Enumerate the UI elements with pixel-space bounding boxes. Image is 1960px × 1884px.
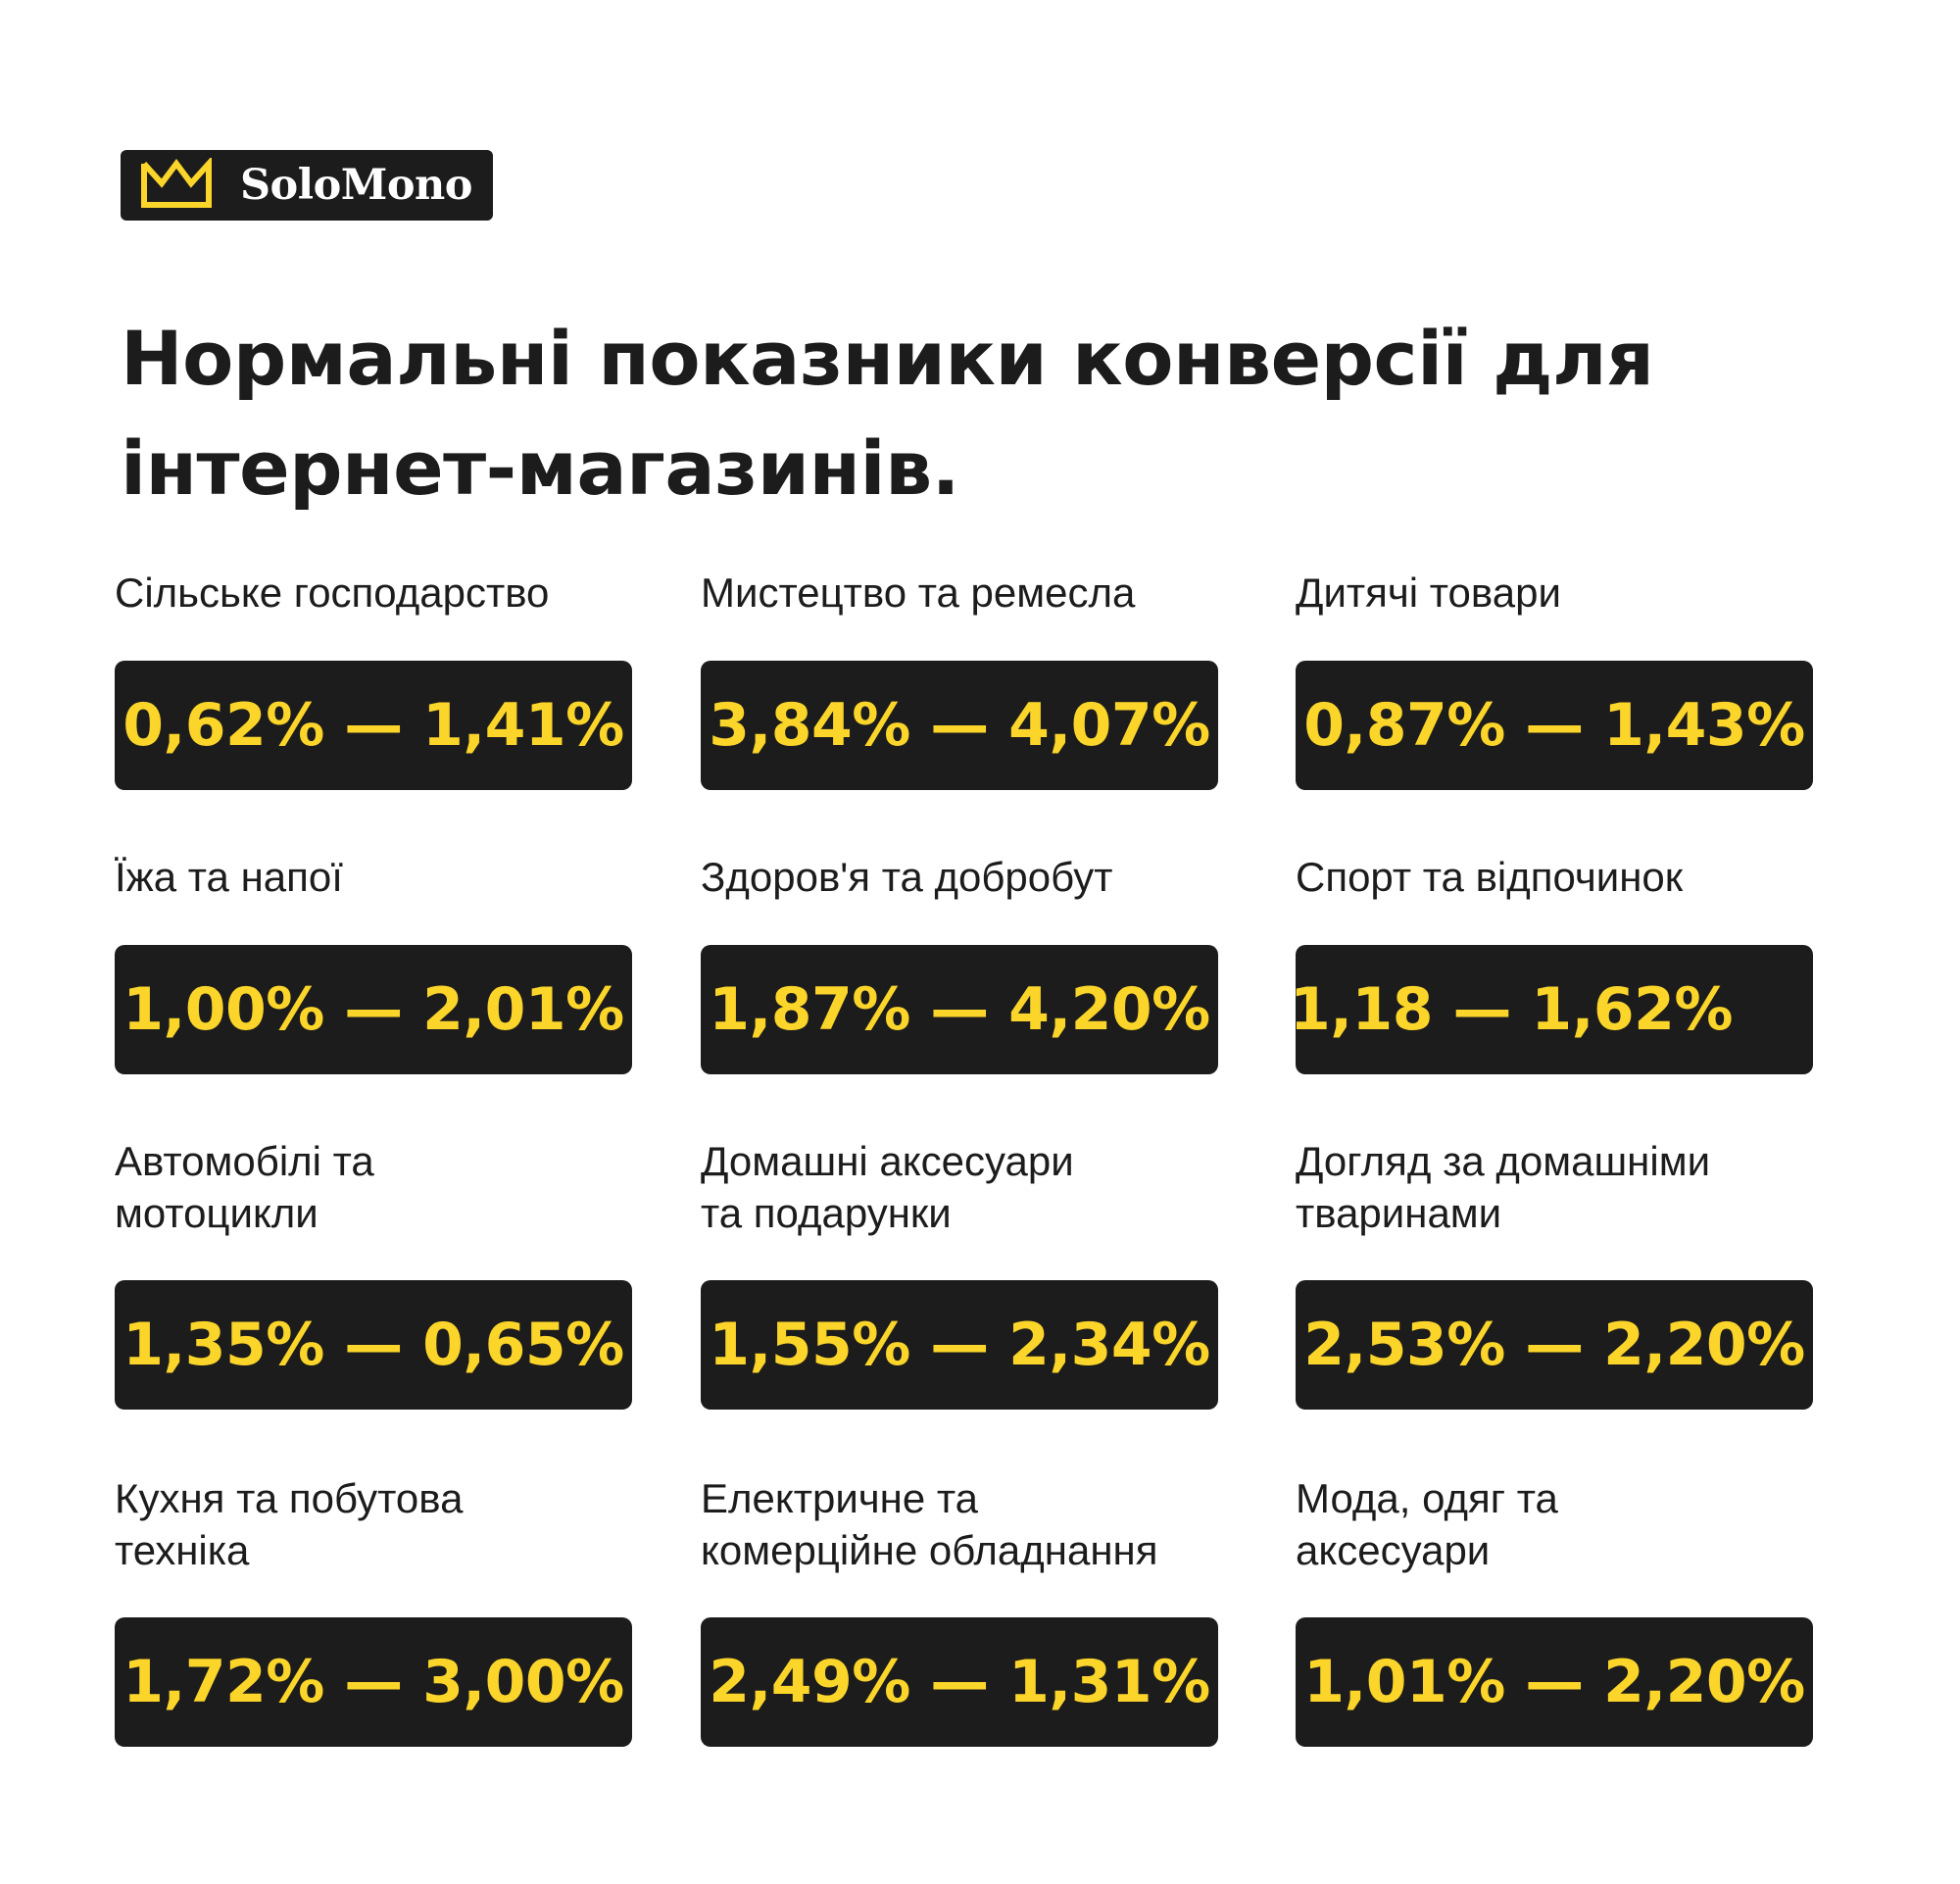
conversion-range-value: 0,62% — 1,41% — [122, 691, 624, 760]
conversion-range-value: 2,49% — 1,31% — [709, 1648, 1210, 1716]
conversion-range-value: 1,35% — 0,65% — [122, 1311, 624, 1379]
category-label-line: Догляд за домашніми — [1296, 1138, 1711, 1184]
category-label: Домашні аксесуари та подарунки — [701, 1135, 1218, 1239]
category-label-line: Їжа та напої — [115, 854, 343, 900]
category-label: Дитячі товари — [1296, 567, 1813, 619]
category-label-line: Спорт та відпочинок — [1296, 854, 1684, 900]
category-label-line: Сільське господарство — [115, 570, 550, 616]
category-label-line: тваринами — [1296, 1190, 1502, 1236]
category-card-sport-leisure: Спорт та відпочинок 1,18 — 1,62% — [1290, 851, 1813, 1074]
conversion-range-box: 2,53% — 2,20% — [1296, 1280, 1813, 1410]
category-card-agriculture: Сільське господарство 0,62% — 1,41% — [115, 567, 632, 790]
category-label-line: комерційне обладнання — [701, 1527, 1158, 1573]
category-label: Електричне та комерційне обладнання — [701, 1472, 1218, 1576]
category-card-home-gifts: Домашні аксесуари та подарунки 1,55% — 2… — [701, 1135, 1218, 1410]
category-card-baby-goods: Дитячі товари 0,87% — 1,43% — [1296, 567, 1813, 790]
category-label: Їжа та напої — [115, 851, 632, 903]
category-card-fashion: Мода, одяг та аксесуари 1,01% — 2,20% — [1296, 1472, 1813, 1747]
category-label: Догляд за домашніми тваринами — [1296, 1135, 1813, 1239]
conversion-range-value: 2,53% — 2,20% — [1303, 1311, 1805, 1379]
brand-name: SoloMono — [240, 161, 472, 210]
category-label: Автомобілі та мотоцикли — [115, 1135, 632, 1239]
conversion-range-box: 1,87% — 4,20% — [701, 945, 1218, 1074]
category-label-line: Здоров'я та добробут — [701, 854, 1113, 900]
category-label-line: Мистецтво та ремесла — [701, 570, 1136, 616]
category-label-line: та подарунки — [701, 1190, 952, 1236]
conversion-range-box: 0,87% — 1,43% — [1296, 661, 1813, 790]
conversion-range-value: 1,18 — 1,62% — [1290, 975, 1733, 1044]
conversion-range-value: 1,55% — 2,34% — [709, 1311, 1210, 1379]
category-card-food-drinks: Їжа та напої 1,00% — 2,01% — [115, 851, 632, 1074]
brand-logo: SoloMono — [121, 150, 493, 221]
category-label-line: Домашні аксесуари — [701, 1138, 1074, 1184]
conversion-range-box: 0,62% — 1,41% — [115, 661, 632, 790]
conversion-range-value: 1,01% — 2,20% — [1303, 1648, 1805, 1716]
conversion-range-value: 1,87% — 4,20% — [709, 975, 1210, 1044]
category-card-arts-crafts: Мистецтво та ремесла 3,84% — 4,07% — [701, 567, 1218, 790]
conversion-range-box: 1,01% — 2,20% — [1296, 1617, 1813, 1747]
page-title-line-1: Нормальні показники конверсії для — [121, 315, 1654, 402]
category-label: Спорт та відпочинок — [1296, 851, 1813, 903]
category-label-line: Електричне та — [701, 1475, 979, 1521]
conversion-range-box: 2,49% — 1,31% — [701, 1617, 1218, 1747]
category-label: Кухня та побутова техніка — [115, 1472, 632, 1576]
category-card-auto-moto: Автомобілі та мотоцикли 1,35% — 0,65% — [115, 1135, 632, 1410]
category-label: Здоров'я та добробут — [701, 851, 1218, 903]
category-label-line: Дитячі товари — [1296, 570, 1561, 616]
conversion-range-value: 0,87% — 1,43% — [1303, 691, 1805, 760]
category-card-kitchen-appliances: Кухня та побутова техніка 1,72% — 3,00% — [115, 1472, 632, 1747]
conversion-range-value: 1,72% — 3,00% — [122, 1648, 624, 1716]
category-label-line: Кухня та побутова — [115, 1475, 464, 1521]
category-label-line: Мода, одяг та — [1296, 1475, 1558, 1521]
conversion-range-value: 3,84% — 4,07% — [709, 691, 1210, 760]
category-card-pet-care: Догляд за домашніми тваринами 2,53% — 2,… — [1296, 1135, 1813, 1410]
category-label-line: мотоцикли — [115, 1190, 318, 1236]
page-title-line-2: інтернет-магазинів. — [121, 424, 960, 512]
category-label-line: Автомобілі та — [115, 1138, 374, 1184]
page-title: Нормальні показники конверсії для інтерн… — [121, 304, 1787, 523]
category-label: Мистецтво та ремесла — [701, 567, 1218, 619]
conversion-range-box: 1,72% — 3,00% — [115, 1617, 632, 1747]
category-label-line: аксесуари — [1296, 1527, 1491, 1573]
conversion-range-box: 1,55% — 2,34% — [701, 1280, 1218, 1410]
category-card-electrical-equipment: Електричне та комерційне обладнання 2,49… — [701, 1472, 1218, 1747]
conversion-range-value: 1,00% — 2,01% — [122, 975, 624, 1044]
conversion-range-box: 1,35% — 0,65% — [115, 1280, 632, 1410]
category-card-health-wellness: Здоров'я та добробут 1,87% — 4,20% — [701, 851, 1218, 1074]
category-label: Сільське господарство — [115, 567, 632, 619]
conversion-range-box: 1,18 — 1,62% — [1290, 945, 1813, 1074]
crown-icon — [141, 158, 212, 208]
category-label-line: техніка — [115, 1527, 250, 1573]
category-label: Мода, одяг та аксесуари — [1296, 1472, 1813, 1576]
conversion-range-box: 3,84% — 4,07% — [701, 661, 1218, 790]
conversion-range-box: 1,00% — 2,01% — [115, 945, 632, 1074]
